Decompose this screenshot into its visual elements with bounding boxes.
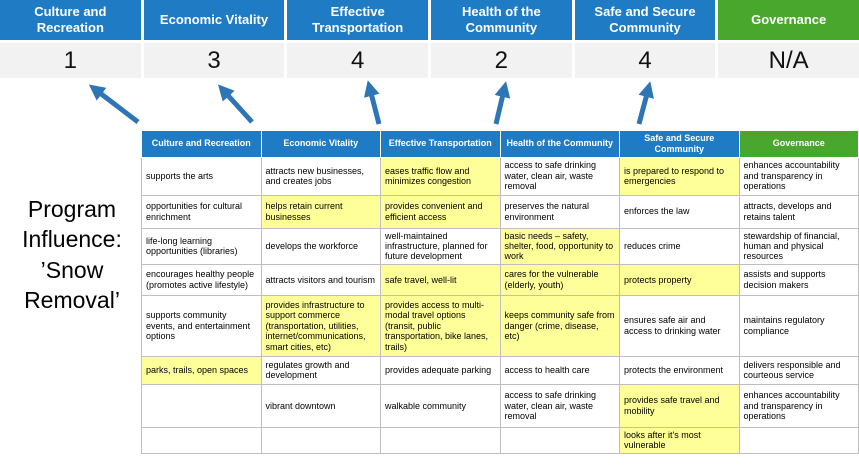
matrix-cell: opportunities for cultural enrichment [141,194,262,229]
arrow-safe-secure-community [636,81,654,125]
matrix-cell: protects property [619,263,740,296]
matrix-cell: access to health care [499,355,620,385]
matrix-cell: life-long learning opportunities (librar… [141,227,262,265]
matrix-cell: enhances accountability and transparency… [738,383,859,428]
matrix-cell: maintains regulatory compliance [738,294,859,357]
matrix-header-row: Culture and Recreation Economic Vitality E… [141,130,859,158]
matrix-cell: walkable community [380,383,501,428]
matrix-cell: supports community events, and entertain… [141,294,262,357]
matrix-cell: keeps community safe from danger (crime,… [499,294,620,357]
matrix-cell: is prepared to respond to emergencies [619,156,740,196]
matrix-cell: parks, trails, open spaces [141,355,262,385]
matrix-row-5: parks, trails, open spaces regulates grow… [141,355,859,385]
influence-arrows [88,80,654,125]
matrix-cell: helps retain current businesses [260,194,381,229]
matrix-cell: provides adequate parking [380,355,501,385]
matrix-row-0: supports the arts attracts new businesses… [141,156,859,196]
matrix-cell: access to safe drinking water, clean air… [499,156,620,196]
score-value: N/A [768,46,809,74]
arrow-economic-vitality [217,84,254,124]
matrix-column-header-0: Culture and Recreation [141,130,262,158]
matrix-cell: basic needs – safety, shelter, food, opp… [499,227,620,265]
category-header-2: Effective Transportation [287,0,428,40]
matrix-cell [738,426,859,454]
matrix-cell: eases traffic flow and minimizes congest… [380,156,501,196]
category-header-3: Health of the Community [431,0,572,40]
matrix-cell: enhances accountability and transparency… [738,156,859,196]
score-value: 1 [63,46,77,74]
category-label: Effective Transportation [312,4,404,35]
score-value: 4 [350,46,365,74]
matrix-cell: ensures safe air and access to drinking … [619,294,740,357]
matrix-cell [499,426,620,454]
matrix-body: supports the arts attracts new businesses… [141,156,859,454]
matrix-cell: provides access to multi-modal travel op… [380,294,501,357]
score-cell-3: 2 [431,43,572,78]
matrix-column-header-2: Effective Transportation [380,130,501,158]
matrix-cell: encourages healthy people (promotes acti… [141,263,262,296]
matrix-column-header-3: Health of the Community [499,130,620,158]
category-header-5: Governance [718,0,859,40]
matrix-row-6: vibrant downtown walkable community access… [141,383,859,428]
category-label: Culture and Recreation [34,4,107,35]
score-value: 2 [494,46,508,74]
score-cell-4: 4 [574,43,716,78]
score-cell-5: N/A [718,43,859,78]
matrix-row-2: life-long learning opportunities (librar… [141,227,859,265]
matrix-cell: safe travel, well-lit [380,263,501,296]
matrix-row-1: opportunities for cultural enrichment hel… [141,194,859,229]
matrix-cell: develops the workforce [260,227,381,265]
matrix-cell [380,426,501,454]
score-cell-1: 3 [143,43,285,78]
category-label: Safe and Secure Community [594,4,696,35]
matrix-column-header-5: Governance [738,130,859,158]
matrix-cell: vibrant downtown [260,383,381,428]
influence-matrix: Culture and Recreation Economic Vitality E… [141,130,859,454]
score-row: 1 3 4 2 4 N/A [0,43,859,78]
matrix-cell: supports the arts [141,156,262,196]
score-cell-2: 4 [287,43,428,78]
matrix-cell [141,383,262,428]
matrix-cell: stewardship of financial, human and phys… [738,227,859,265]
matrix-row-3: encourages healthy people (promotes acti… [141,263,859,296]
category-label: Health of the Community [461,4,541,35]
matrix-cell: well-maintained infrastructure, planned … [380,227,501,265]
arrow-effective-transportation [363,80,382,125]
matrix-cell: provides safe travel and mobility [619,383,740,428]
matrix-cell: attracts visitors and tourism [260,263,381,296]
matrix-cell: enforces the law [619,194,740,229]
program-influence-label: Program Influence: ’Snow Removal’ [22,196,122,314]
matrix-cell [141,426,262,454]
category-header-1: Economic Vitality [143,0,285,40]
matrix-cell: delivers responsible and courteous servi… [738,355,859,385]
score-value: 3 [207,46,221,74]
matrix-cell: provides convenient and efficient access [380,194,501,229]
matrix-cell: regulates growth and development [260,355,381,385]
matrix-cell: reduces crime [619,227,740,265]
matrix-column-header-4: Safe and Secure Community [619,130,740,158]
arrow-culture-recreation [88,84,140,124]
matrix-cell: provides infrastructure to support comme… [260,294,381,357]
category-header-row: Culture and Recreation Economic Vitality E… [0,0,859,40]
matrix-cell: attracts new businesses, and creates job… [260,156,381,196]
category-label: Economic Vitality [159,12,269,28]
matrix-cell: assists and supports decision makers [738,263,859,296]
matrix-cell: looks after it's most vulnerable [619,426,740,454]
matrix-column-header-1: Economic Vitality [260,130,381,158]
matrix-cell: access to safe drinking water, clean air… [499,383,620,428]
arrow-health-community [493,81,511,125]
category-header-4: Safe and Secure Community [574,0,716,40]
score-value: 4 [638,46,652,74]
category-label: Governance [751,12,827,28]
category-header-0: Culture and Recreation [0,0,141,40]
matrix-row-7: looks after it's most vulnerable [141,426,859,454]
matrix-row-4: supports community events, and entertain… [141,294,859,357]
matrix-cell: cares for the vulnerable (elderly, youth… [499,263,620,296]
matrix-cell: attracts, develops and retains talent [738,194,859,229]
matrix-cell: preserves the natural environment [499,194,620,229]
matrix-cell [260,426,381,454]
matrix-cell: protects the environment [619,355,740,385]
score-cell-0: 1 [0,43,141,78]
